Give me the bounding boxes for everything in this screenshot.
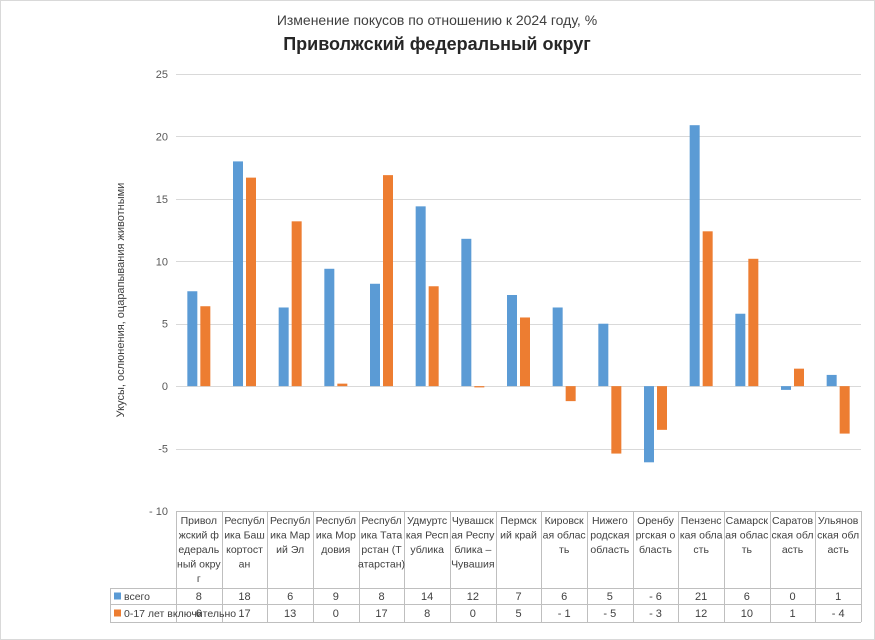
bar-total-7 [507, 294, 517, 387]
category-label: Оренбу ргская о бласть [636, 515, 676, 556]
category-label: Кировск ая облас ть [543, 515, 586, 556]
bar-children-11 [702, 231, 713, 387]
y-tick-label: 15 [156, 194, 168, 206]
category-label: Саратов ская обл асть [771, 515, 813, 556]
bar-children-8 [565, 386, 576, 402]
y-tick-label: - 10 [149, 506, 168, 518]
y-tick-label: -5 [158, 444, 168, 456]
chart-subtitle: Изменение покусов по отношению к 2024 го… [277, 12, 597, 28]
category-label: Ульянов ская обл асть [817, 515, 859, 556]
table-cell: 12 [467, 591, 479, 603]
category-label: Республ ика Мор довия [316, 515, 356, 556]
table-cell: 8 [424, 608, 430, 620]
category-label: Республ ика Баш кортост ан [224, 515, 265, 571]
table-cell: 18 [238, 591, 250, 603]
y-tick-label: 10 [156, 256, 168, 268]
y-tick-label: 20 [156, 131, 168, 143]
category-label: Чувашск ая Респу блика – Чувашия [451, 515, 495, 571]
y-tick-label: 5 [162, 319, 168, 331]
chart-title: Приволжский федеральный округ [283, 34, 591, 54]
table-cell: 14 [421, 591, 433, 603]
table-cell: 7 [515, 591, 521, 603]
bar-children-3 [337, 383, 348, 387]
bar-children-12 [748, 258, 759, 387]
bar-total-6 [461, 238, 472, 387]
table-cell: 5 [515, 608, 521, 620]
bar-total-4 [370, 283, 380, 387]
bar-total-14 [826, 374, 837, 387]
category-label: Пензенс кая обла сть [680, 515, 723, 556]
table-cell: 1 [789, 608, 795, 620]
legend-label: всего [124, 591, 150, 603]
bar-children-14 [839, 386, 850, 434]
table-cell: 6 [287, 591, 293, 603]
bar-children-9 [611, 386, 622, 454]
bars [187, 125, 850, 463]
bar-children-2 [291, 221, 302, 387]
y-tick-label: 25 [156, 69, 168, 81]
bar-children-1 [246, 177, 256, 387]
category-label: Удмуртс кая Респ ублика [406, 515, 449, 556]
bar-total-9 [598, 323, 609, 387]
bar-children-10 [657, 386, 667, 430]
bar-children-6 [474, 386, 485, 388]
table-cell: - 6 [649, 591, 662, 603]
category-label: Самарск ая облас ть [725, 515, 768, 556]
table-cell: 13 [284, 608, 296, 620]
table-cell: 6 [196, 608, 202, 620]
category-label: Привол жский ф едераль ный окру г [177, 515, 221, 585]
table-cell: 0 [470, 608, 476, 620]
gridlines [176, 74, 861, 450]
table-cell: 5 [607, 591, 613, 603]
category-label: Пермск ий край [500, 515, 537, 542]
y-tick-labels: 25 20 15 10 5 0 -5 - 10 [149, 69, 168, 518]
table-cell: 17 [238, 608, 250, 620]
bar-total-10 [644, 386, 654, 463]
table-cell: 8 [378, 591, 384, 603]
table-cell: 10 [741, 608, 753, 620]
y-axis-label: Укусы, ослюнения, оцарапывания животными [115, 183, 127, 418]
legend-swatch-1 [114, 609, 121, 617]
table-cell: - 1 [558, 608, 571, 620]
legend-swatch-0 [114, 592, 121, 600]
bar-total-2 [278, 307, 289, 387]
table-cell: 6 [561, 591, 567, 603]
y-tick-label: 0 [162, 381, 168, 393]
table-cell: 21 [695, 591, 707, 603]
table-cell: - 5 [603, 608, 616, 620]
category-label: Республ ика Мар ий Эл [270, 515, 310, 556]
category-label: Республ ика Тата рстан (Т атарстан) [358, 515, 405, 571]
bar-total-12 [735, 313, 746, 387]
bar-total-13 [781, 386, 791, 390]
table-cell: 1 [835, 591, 841, 603]
category-label: Нижего родская область [590, 515, 630, 556]
bar-total-8 [552, 307, 563, 387]
bar-total-1 [233, 161, 243, 387]
bar-children-5 [428, 286, 439, 387]
table-cell: 12 [695, 608, 707, 620]
table-cell: 8 [196, 591, 202, 603]
table-cell: - 3 [649, 608, 662, 620]
table-cell: 6 [744, 591, 750, 603]
table-cell: 0 [333, 608, 339, 620]
table-cell: 0 [789, 591, 795, 603]
legend-label: 0-17 лет включительно [124, 608, 236, 620]
bar-total-11 [689, 125, 700, 387]
bar-total-3 [324, 268, 335, 387]
table-cell: - 4 [832, 608, 845, 620]
bar-children-4 [383, 175, 393, 387]
bar-total-5 [415, 206, 426, 387]
bar-total-0 [187, 291, 198, 387]
table-cell: 9 [333, 591, 339, 603]
table-cell: 17 [375, 608, 387, 620]
bar-children-0 [200, 306, 211, 387]
bar-children-7 [520, 317, 530, 387]
bar-children-13 [794, 368, 804, 387]
